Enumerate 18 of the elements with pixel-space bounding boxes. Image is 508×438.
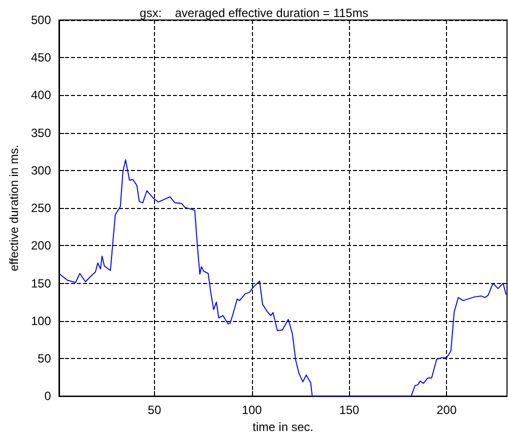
x-tick-label: 200: [436, 403, 457, 418]
y-tick-label: 50: [38, 351, 52, 366]
y-axis-title: effective duration in ms.: [7, 144, 22, 272]
y-tick-label: 500: [30, 13, 52, 27]
y-tick-label: 450: [30, 50, 52, 65]
x-tick-label: 150: [339, 403, 360, 418]
y-tick-label: 300: [30, 163, 52, 178]
x-tick-label: 50: [148, 403, 162, 418]
y-tick-label: 250: [30, 201, 52, 216]
x-tick-label: 100: [242, 403, 262, 418]
chart-title: gsx: averaged effective duration = 115ms: [140, 6, 368, 20]
y-tick-label: 400: [30, 88, 52, 102]
y-tick-label: 100: [30, 314, 52, 328]
x-axis-title: time in sec.: [252, 420, 314, 434]
y-tick-label: 200: [30, 238, 52, 253]
y-tick-label: 350: [30, 126, 52, 140]
y-tick-label: 150: [30, 276, 52, 290]
y-tick-label: 0: [44, 389, 52, 404]
